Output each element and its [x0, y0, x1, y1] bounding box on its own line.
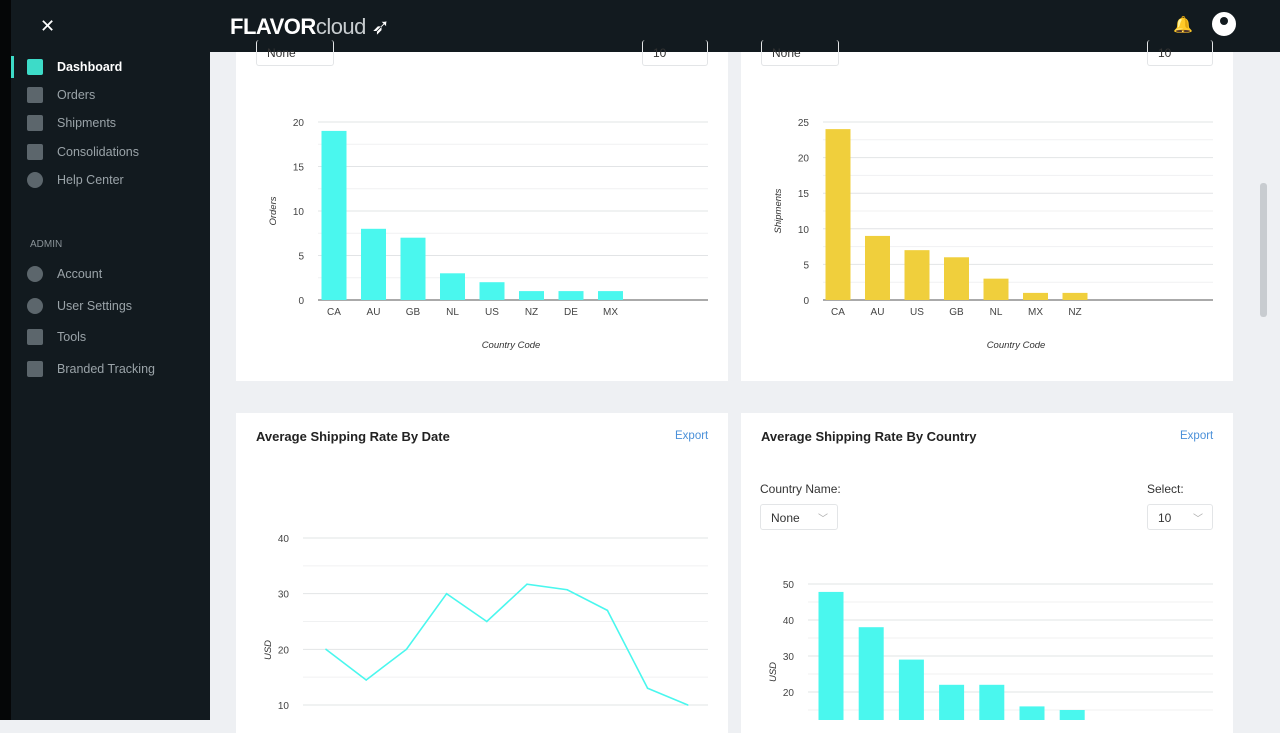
sidebar-item-label: Orders	[57, 88, 96, 102]
shipment-icon	[27, 115, 43, 131]
avatar[interactable]	[1212, 12, 1236, 36]
sidebar-item-label: Help Center	[57, 173, 124, 187]
sidebar-item-shipments[interactable]: Shipments	[11, 110, 210, 136]
select-value: 10	[1158, 46, 1172, 60]
logo[interactable]: FLAVORcloud ➶	[230, 14, 390, 39]
bell-icon[interactable]: 🔔	[1173, 17, 1193, 34]
sidebar-item-label: Tools	[57, 330, 87, 344]
panel-title: Average Shipping Rate By Country	[761, 429, 977, 444]
select-value: 10	[1158, 511, 1172, 525]
orders-by-country-panel: None 10	[236, 40, 728, 381]
user-icon	[27, 266, 43, 282]
select-value: None	[267, 46, 296, 60]
sidebar-item-dashboard[interactable]: Dashboard	[11, 54, 210, 80]
gear-icon	[27, 298, 43, 314]
window-edge	[0, 0, 11, 720]
tracking-icon	[27, 361, 43, 377]
sidebar-item-label: Shipments	[57, 116, 117, 130]
limit-select[interactable]: 10 ﹀	[1147, 504, 1213, 530]
tools-icon	[27, 329, 43, 345]
sidebar-item-account[interactable]: Account	[11, 261, 210, 287]
sidebar-item-help-center[interactable]: Help Center	[11, 167, 210, 193]
select-value: None	[772, 46, 801, 60]
sidebar-item-user-settings[interactable]: User Settings	[11, 293, 210, 319]
select-value: 10	[653, 46, 667, 60]
sidebar-item-label: Account	[57, 267, 103, 281]
help-icon	[27, 172, 43, 188]
select-value: None	[771, 511, 800, 525]
country-filter-select[interactable]: None	[256, 40, 334, 66]
country-name-label: Country Name:	[760, 482, 841, 496]
chevron-down-icon: ﹀	[1193, 514, 1203, 525]
rate-by-date-panel: Average Shipping Rate By Date Export	[236, 413, 728, 733]
stack-icon	[27, 144, 43, 160]
top-bar	[210, 0, 1280, 52]
country-filter-select[interactable]: None	[761, 40, 839, 66]
sidebar: ✕ Dashboard Orders Shipments Consolidati…	[11, 0, 210, 720]
sidebar-item-consolidations[interactable]: Consolidations	[11, 139, 210, 165]
download-icon	[27, 87, 43, 103]
sidebar-item-label: Branded Tracking	[57, 362, 155, 376]
panel-title: Average Shipping Rate By Date	[256, 429, 450, 444]
sidebar-item-tools[interactable]: Tools	[11, 324, 210, 350]
export-link[interactable]: Export	[1180, 430, 1214, 442]
logo-bold: FLAVOR	[230, 14, 316, 39]
country-name-select[interactable]: None ﹀	[760, 504, 838, 530]
select-label: Select:	[1147, 482, 1184, 496]
export-link[interactable]: Export	[675, 430, 709, 442]
sidebar-item-orders[interactable]: Orders	[11, 82, 210, 108]
close-icon[interactable]: ✕	[40, 16, 56, 36]
admin-heading: ADMIN	[30, 239, 63, 250]
sidebar-item-label: Dashboard	[57, 60, 123, 74]
shipments-by-country-panel: None 10	[741, 40, 1233, 381]
limit-select[interactable]: 10	[642, 40, 708, 66]
scrollbar[interactable]	[1260, 183, 1267, 317]
chevron-down-icon: ﹀	[818, 514, 828, 525]
dashboard-icon	[27, 59, 43, 75]
rate-by-country-panel: Average Shipping Rate By Country Export …	[741, 413, 1233, 733]
logo-light: cloud	[315, 14, 367, 39]
sidebar-item-label: Consolidations	[57, 145, 139, 159]
sidebar-item-label: User Settings	[57, 299, 133, 313]
limit-select[interactable]: 10	[1147, 40, 1213, 66]
sidebar-item-branded-tracking[interactable]: Branded Tracking	[11, 356, 210, 382]
